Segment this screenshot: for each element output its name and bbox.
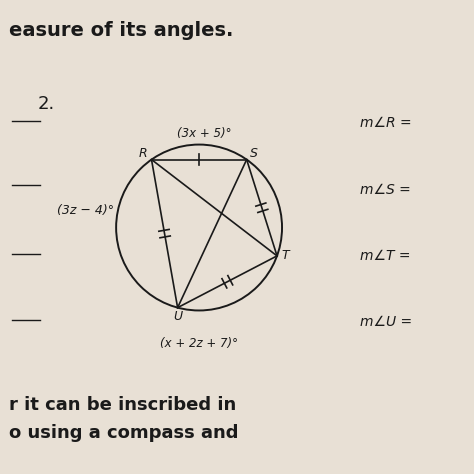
Text: o using a compass and: o using a compass and (9, 424, 239, 442)
Text: m∠S =: m∠S = (360, 182, 411, 197)
Text: m∠T =: m∠T = (360, 249, 411, 263)
Text: easure of its angles.: easure of its angles. (9, 21, 234, 40)
Text: 2.: 2. (38, 95, 55, 113)
Text: (3x + 5)°: (3x + 5)° (177, 127, 231, 140)
Text: R: R (139, 147, 147, 160)
Text: r it can be inscribed in: r it can be inscribed in (9, 396, 237, 414)
Text: m∠R =: m∠R = (360, 116, 412, 130)
Text: (3z − 4)°: (3z − 4)° (57, 204, 114, 218)
Text: m∠U =: m∠U = (360, 315, 412, 329)
Text: S: S (250, 147, 258, 160)
Text: (x + 2z + 7)°: (x + 2z + 7)° (160, 337, 238, 350)
Text: U: U (173, 310, 182, 323)
Text: T: T (282, 249, 289, 263)
